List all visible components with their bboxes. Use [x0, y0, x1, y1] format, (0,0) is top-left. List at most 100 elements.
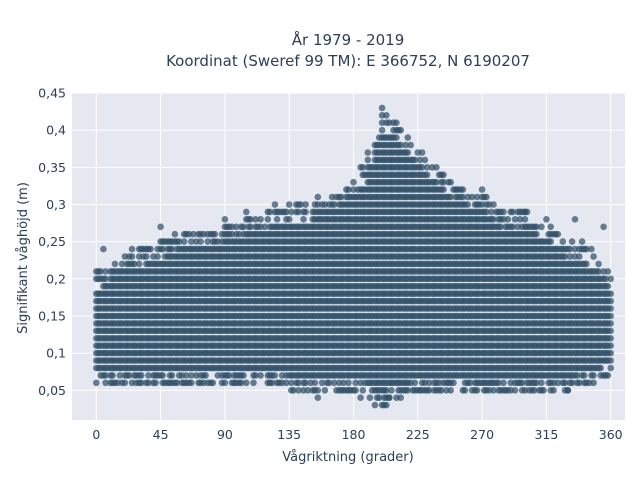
scatter-point — [295, 387, 302, 394]
scatter-point — [204, 238, 211, 245]
scatter-point — [352, 379, 359, 387]
scatter-point — [100, 245, 107, 253]
scatter-point — [190, 230, 197, 238]
scatter-point — [607, 320, 614, 327]
scatter-point — [273, 216, 281, 223]
scatter-point — [568, 238, 576, 245]
scatter-point — [135, 260, 143, 268]
scatter-point — [550, 387, 557, 394]
scatter-point — [478, 186, 486, 193]
scatter-point — [547, 223, 554, 231]
scatter-point — [240, 223, 247, 231]
scatter-point — [604, 282, 612, 290]
scatter-point — [188, 379, 195, 387]
scatter-point — [288, 379, 295, 387]
scatter-point — [607, 312, 614, 320]
scatter-point — [352, 387, 359, 394]
scatter-point — [243, 208, 250, 216]
scatter-point — [330, 379, 338, 387]
scatter-point — [378, 401, 386, 409]
scatter-point — [240, 372, 247, 379]
scatter-point — [404, 134, 412, 141]
scatter-point — [247, 216, 254, 223]
scatter-point — [109, 372, 116, 379]
scatter-point — [257, 372, 264, 379]
scatter-point — [290, 387, 297, 394]
scatter-point — [271, 201, 279, 208]
scatter-point — [378, 104, 386, 112]
scatter-point — [397, 394, 405, 402]
x-tick-label: 0 — [92, 427, 100, 442]
scatter-point — [490, 201, 497, 208]
scatter-point — [464, 201, 472, 208]
scatter-point — [500, 379, 507, 387]
scatter-point — [252, 372, 259, 379]
scatter-point — [440, 171, 447, 179]
scatter-point — [143, 253, 150, 260]
scatter-point — [364, 156, 372, 164]
scatter-point — [295, 208, 302, 216]
scatter-point — [321, 387, 329, 394]
scatter-point — [340, 379, 347, 387]
scatter-point — [102, 379, 109, 387]
scatter-point — [102, 275, 109, 283]
scatter-point — [302, 208, 309, 216]
scatter-point — [233, 223, 240, 231]
scatter-point — [607, 275, 614, 283]
scatter-point — [404, 149, 412, 156]
scatter-point — [157, 223, 164, 231]
scatter-point — [581, 372, 588, 379]
scatter-point — [521, 216, 529, 223]
scatter-point — [304, 387, 312, 394]
scatter-point — [152, 379, 159, 387]
scatter-point — [388, 387, 395, 394]
scatter-point — [188, 372, 195, 379]
scatter-point — [378, 126, 386, 134]
scatter-point — [297, 201, 304, 208]
scatter-point — [250, 379, 257, 387]
scatter-point — [175, 238, 183, 245]
scatter-point — [559, 238, 567, 245]
scatter-point — [433, 164, 440, 171]
scatter-point — [271, 372, 279, 379]
scatter-point — [588, 245, 595, 253]
scatter-point — [383, 112, 390, 119]
scatter-point — [225, 372, 233, 379]
scatter-point — [288, 208, 295, 216]
scatter-point — [404, 387, 412, 394]
scatter-point — [435, 387, 443, 394]
scatter-point — [564, 387, 572, 394]
scatter-point — [302, 201, 309, 208]
scatter-point — [411, 379, 419, 387]
scatter-point — [447, 178, 455, 186]
scatter-point — [607, 364, 614, 372]
scatter-point — [604, 372, 612, 379]
scatter-point — [121, 379, 129, 387]
scatter-point — [116, 372, 124, 379]
scatter-point — [521, 208, 529, 216]
scatter-point — [221, 379, 229, 387]
scatter-point — [154, 253, 161, 260]
scatter-point — [607, 335, 614, 342]
scatter-point — [318, 379, 326, 387]
scatter-point — [283, 379, 290, 387]
scatter-point — [168, 372, 176, 379]
scatter-point — [393, 134, 400, 141]
scatter-point — [483, 193, 490, 201]
scatter-point — [338, 193, 345, 201]
scatter-point — [257, 216, 264, 223]
scatter-point — [375, 394, 383, 402]
scatter-point — [211, 230, 219, 238]
scatter-point — [302, 379, 309, 387]
scatter-point — [357, 394, 364, 402]
scatter-point — [138, 379, 145, 387]
scatter-point — [578, 238, 586, 245]
scatter-point — [159, 372, 166, 379]
scatter-point — [93, 379, 100, 387]
scatter-point — [145, 372, 152, 379]
scatter-point — [511, 387, 519, 394]
scatter-point — [597, 364, 604, 372]
scatter-point — [159, 245, 166, 253]
